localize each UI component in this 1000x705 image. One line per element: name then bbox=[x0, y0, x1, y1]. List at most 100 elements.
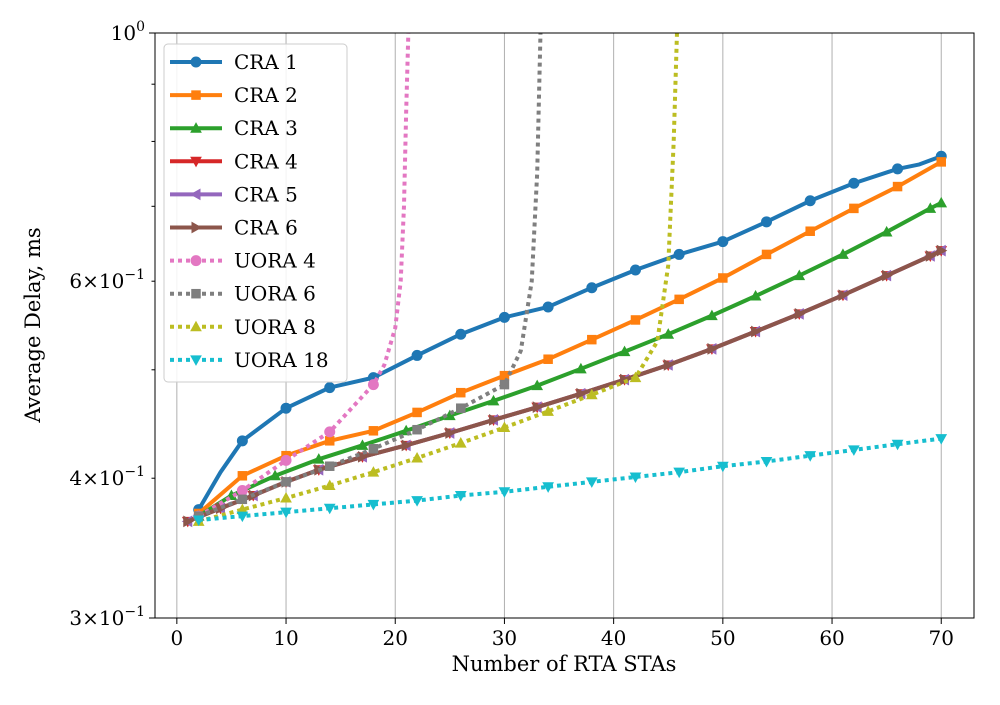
series-group bbox=[181, 33, 948, 528]
data-point bbox=[925, 250, 937, 262]
data-point bbox=[280, 454, 292, 466]
data-point bbox=[190, 156, 202, 168]
data-point bbox=[838, 289, 849, 302]
data-point bbox=[706, 309, 718, 321]
data-point bbox=[935, 434, 948, 445]
x-tick-label: 40 bbox=[601, 626, 626, 650]
legend-item: UORA 6 bbox=[170, 282, 316, 306]
series-line bbox=[196, 154, 944, 512]
y-tick-label: 100 bbox=[111, 19, 145, 45]
data-point bbox=[498, 421, 511, 433]
legend-label: CRA 6 bbox=[234, 216, 298, 240]
data-point bbox=[575, 362, 587, 374]
series-cra-3 bbox=[192, 196, 948, 521]
data-point bbox=[368, 444, 379, 454]
data-point bbox=[280, 507, 292, 519]
data-point bbox=[716, 461, 729, 473]
data-point bbox=[673, 248, 685, 260]
data-point bbox=[183, 515, 194, 528]
data-point bbox=[532, 401, 544, 413]
y-tick-label: 4×10−1 bbox=[69, 464, 145, 490]
data-point bbox=[498, 311, 510, 323]
data-point bbox=[880, 225, 893, 237]
data-point bbox=[531, 379, 544, 391]
data-point bbox=[804, 195, 816, 207]
data-point bbox=[935, 196, 948, 208]
data-point bbox=[324, 436, 335, 446]
data-point bbox=[323, 503, 336, 515]
data-point bbox=[892, 163, 904, 175]
data-point bbox=[456, 387, 466, 398]
series-line bbox=[197, 33, 411, 518]
data-point bbox=[629, 472, 642, 484]
data-point bbox=[487, 394, 500, 406]
data-point bbox=[805, 226, 815, 236]
data-point bbox=[674, 294, 684, 305]
data-point bbox=[191, 221, 203, 234]
axis-ticks: 0 10 20 30 40 50 60 70 3×10−1 100 4×10−1 6×10−1 bbox=[69, 19, 954, 650]
data-point bbox=[542, 301, 554, 313]
data-point bbox=[281, 477, 291, 487]
data-point bbox=[794, 308, 806, 320]
plot-area-frame bbox=[154, 32, 975, 619]
legend-item: UORA 8 bbox=[170, 315, 316, 339]
legend-item: CRA 3 bbox=[170, 116, 298, 140]
data-point bbox=[924, 202, 937, 213]
data-point bbox=[412, 424, 422, 435]
data-point bbox=[236, 511, 249, 523]
legend: CRA 1 CRA 2 CRA 3 CRA 4 CRA 5 CRA 6 UORA 4 UORA… bbox=[163, 43, 348, 383]
legend-item: CRA 4 bbox=[170, 149, 298, 173]
data-point bbox=[190, 56, 202, 68]
legend-item: CRA 2 bbox=[170, 83, 298, 107]
data-point bbox=[761, 216, 773, 228]
legend-item: CRA 1 bbox=[170, 50, 298, 74]
data-point bbox=[629, 264, 641, 276]
data-point bbox=[848, 445, 860, 456]
legend-item: UORA 18 bbox=[170, 348, 329, 372]
data-point bbox=[576, 387, 587, 400]
data-point bbox=[542, 482, 554, 493]
data-point bbox=[587, 334, 597, 345]
data-point bbox=[892, 181, 903, 192]
legend-label: CRA 3 bbox=[234, 116, 298, 140]
y-axis-label: Average Delay, ms bbox=[21, 227, 45, 423]
data-point bbox=[280, 492, 292, 503]
data-point bbox=[882, 269, 893, 282]
data-point bbox=[367, 379, 379, 391]
data-point bbox=[542, 405, 554, 416]
legend-item: CRA 5 bbox=[170, 182, 298, 206]
series-cra-1 bbox=[193, 150, 947, 516]
data-point bbox=[498, 487, 511, 498]
data-point bbox=[237, 494, 248, 505]
data-point bbox=[190, 122, 202, 133]
data-point bbox=[585, 477, 598, 488]
data-point bbox=[191, 288, 201, 299]
data-point bbox=[618, 345, 631, 357]
data-point bbox=[312, 453, 325, 464]
data-point bbox=[662, 328, 675, 339]
data-point bbox=[673, 467, 686, 479]
data-point bbox=[749, 289, 762, 301]
data-point bbox=[236, 485, 248, 497]
data-point bbox=[401, 439, 413, 452]
data-point bbox=[356, 439, 369, 450]
data-point bbox=[190, 355, 202, 366]
legend-label: UORA 4 bbox=[234, 249, 316, 273]
legend-item: UORA 4 bbox=[170, 249, 316, 273]
legend-label: CRA 1 bbox=[234, 50, 298, 74]
data-point bbox=[324, 426, 336, 438]
data-point bbox=[280, 402, 292, 414]
y-tick-label: 3×10−1 bbox=[69, 604, 145, 630]
series-uora-18 bbox=[192, 434, 948, 527]
x-tick-label: 20 bbox=[383, 626, 408, 650]
data-point bbox=[837, 248, 849, 259]
data-point bbox=[717, 236, 729, 248]
x-tick-label: 50 bbox=[710, 626, 735, 650]
data-point bbox=[324, 382, 336, 394]
x-tick-label: 0 bbox=[170, 626, 183, 650]
data-point bbox=[455, 328, 467, 340]
data-point bbox=[412, 407, 422, 418]
legend-label: UORA 6 bbox=[234, 282, 316, 306]
x-axis-label: Number of RTA STAs bbox=[452, 652, 677, 676]
